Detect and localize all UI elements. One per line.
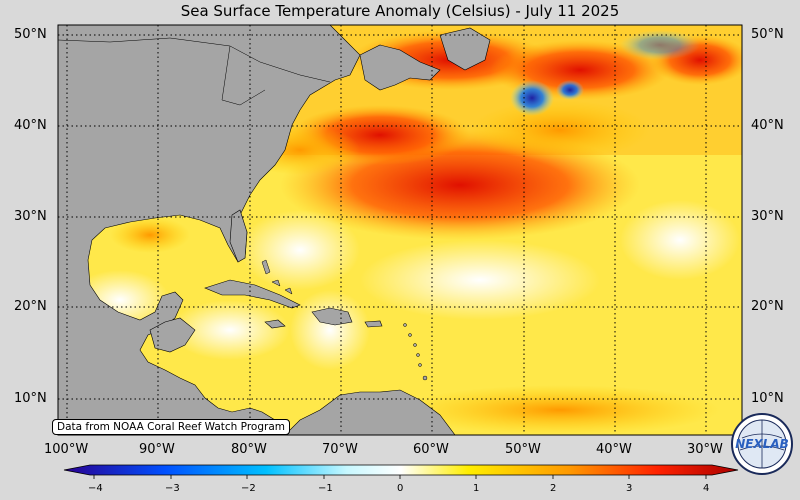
colorbar-tick-label: 2 bbox=[550, 483, 557, 494]
data-credit-label: Data from NOAA Coral Reef Watch Program bbox=[52, 419, 290, 435]
lat-label-right: 40°N bbox=[751, 118, 784, 133]
lon-label: 40°W bbox=[596, 442, 632, 457]
lon-label: 90°W bbox=[139, 442, 175, 457]
lon-label: 30°W bbox=[687, 442, 723, 457]
logo-text: NEXLAB bbox=[735, 437, 789, 451]
lat-label-left: 20°N bbox=[14, 299, 47, 314]
colorbar-tick-label: −2 bbox=[241, 483, 256, 494]
lat-label-right: 30°N bbox=[751, 209, 784, 224]
lat-label-right: 20°N bbox=[751, 299, 784, 314]
lon-label: 80°W bbox=[231, 442, 267, 457]
graticule bbox=[58, 25, 742, 435]
colorbar-tick-label: −4 bbox=[88, 483, 103, 494]
lon-label: 60°W bbox=[413, 442, 449, 457]
colorbar bbox=[63, 464, 739, 479]
lon-label: 100°W bbox=[44, 442, 89, 457]
lat-label-left: 40°N bbox=[14, 118, 47, 133]
land-north-america bbox=[58, 25, 361, 435]
colorbar-tick-label: 4 bbox=[703, 483, 710, 494]
lat-label-right: 10°N bbox=[751, 391, 784, 406]
colorbar-tick-label: −1 bbox=[318, 483, 333, 494]
lat-label-left: 10°N bbox=[14, 391, 47, 406]
map-title: Sea Surface Temperature Anomaly (Celsius… bbox=[180, 2, 620, 20]
colorbar-tick-label: 0 bbox=[397, 483, 404, 494]
lat-label-left: 30°N bbox=[14, 209, 47, 224]
colorbar-tick-label: 3 bbox=[626, 483, 633, 494]
lat-label-right: 50°N bbox=[751, 27, 784, 42]
nexlab-logo: NEXLAB bbox=[731, 413, 793, 475]
lon-label: 70°W bbox=[322, 442, 358, 457]
lat-label-left: 50°N bbox=[14, 27, 47, 42]
lon-label: 50°W bbox=[505, 442, 541, 457]
colorbar-tick-label: 1 bbox=[473, 483, 480, 494]
colorbar-tick-label: −3 bbox=[165, 483, 180, 494]
